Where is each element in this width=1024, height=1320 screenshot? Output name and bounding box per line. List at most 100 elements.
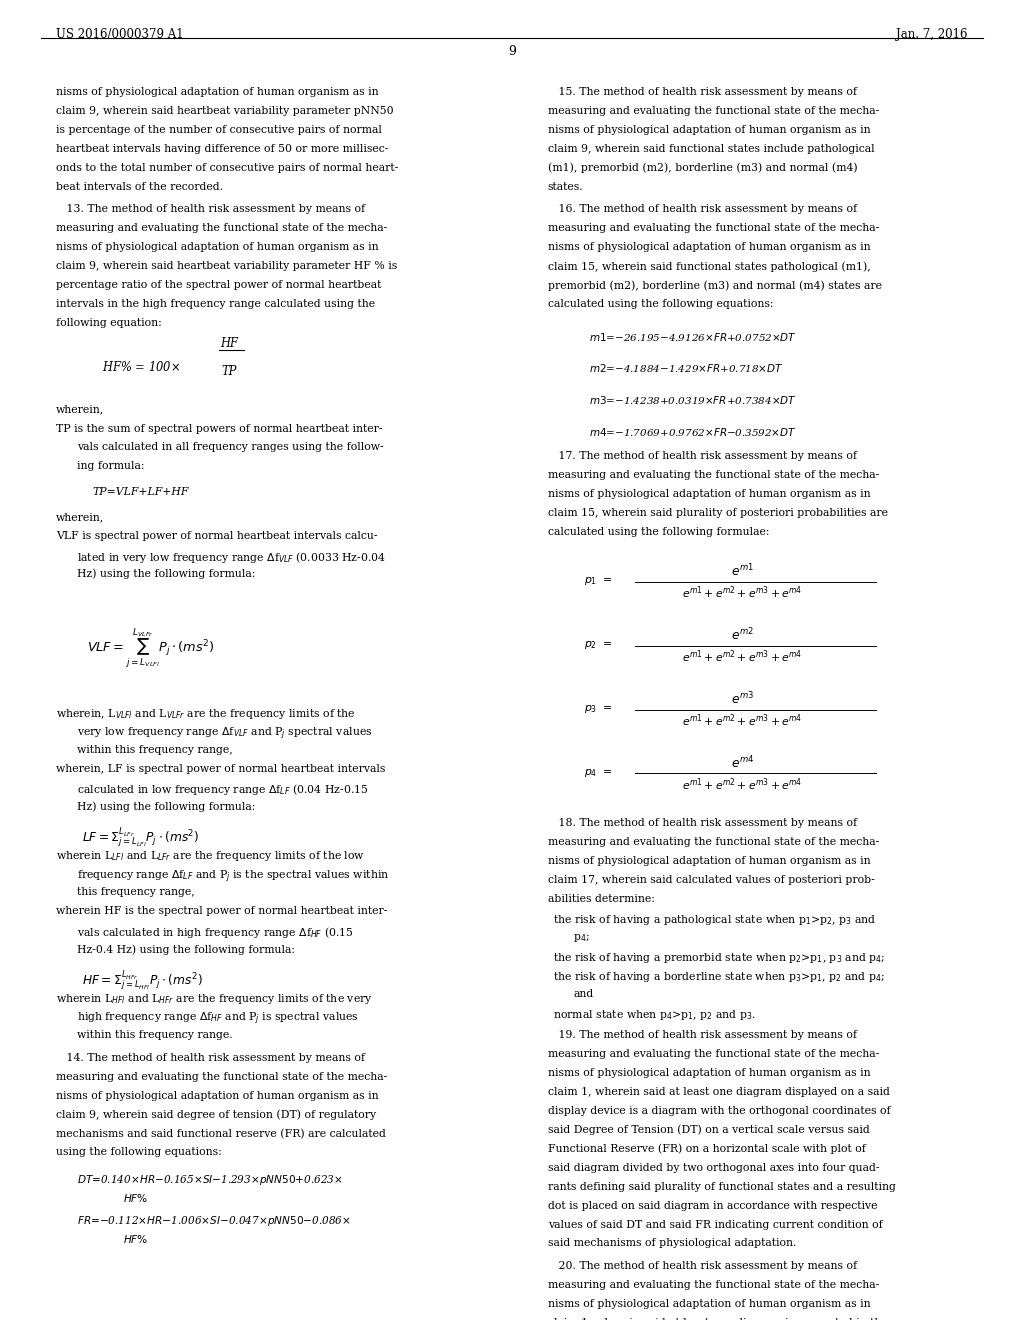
Text: claim 15, wherein said plurality of posteriori probabilities are: claim 15, wherein said plurality of post… bbox=[548, 508, 888, 517]
Text: premorbid (m2), borderline (m3) and normal (m4) states are: premorbid (m2), borderline (m3) and norm… bbox=[548, 280, 882, 290]
Text: measuring and evaluating the functional state of the mecha-: measuring and evaluating the functional … bbox=[548, 223, 879, 234]
Text: calculated using the following formulae:: calculated using the following formulae: bbox=[548, 527, 769, 537]
Text: nisms of physiological adaptation of human organism as in: nisms of physiological adaptation of hum… bbox=[548, 1068, 870, 1078]
Text: wherein L$_{HFl}$ and L$_{HFr}$ are the frequency limits of the very: wherein L$_{HFl}$ and L$_{HFr}$ are the … bbox=[56, 993, 373, 1006]
Text: calculated using the following equations:: calculated using the following equations… bbox=[548, 300, 773, 309]
Text: $e^{m1}+e^{m2}+e^{m3}+e^{m4}$: $e^{m1}+e^{m2}+e^{m3}+e^{m4}$ bbox=[682, 585, 803, 601]
Text: is percentage of the number of consecutive pairs of normal: is percentage of the number of consecuti… bbox=[56, 125, 382, 135]
Text: $e^{m1}+e^{m2}+e^{m3}+e^{m4}$: $e^{m1}+e^{m2}+e^{m3}+e^{m4}$ bbox=[682, 648, 803, 665]
Text: 19. The method of health risk assessment by means of: 19. The method of health risk assessment… bbox=[548, 1031, 857, 1040]
Text: the risk of having a pathological state when p$_1$>p$_2$, p$_3$ and: the risk of having a pathological state … bbox=[553, 913, 877, 927]
Text: lated in very low frequency range $\Delta$f$_{VLF}$ (0.0033 Hz-0.04: lated in very low frequency range $\Delt… bbox=[77, 550, 386, 565]
Text: vals calculated in high frequency range $\Delta$f$_{HF}$ (0.15: vals calculated in high frequency range … bbox=[77, 925, 353, 940]
Text: 14. The method of health risk assessment by means of: 14. The method of health risk assessment… bbox=[56, 1053, 366, 1063]
Text: said diagram divided by two orthogonal axes into four quad-: said diagram divided by two orthogonal a… bbox=[548, 1163, 880, 1172]
Text: states.: states. bbox=[548, 182, 584, 191]
Text: intervals in the high frequency range calculated using the: intervals in the high frequency range ca… bbox=[56, 300, 376, 309]
Text: wherein, LF is spectral power of normal heartbeat intervals: wherein, LF is spectral power of normal … bbox=[56, 763, 386, 774]
Text: frequency range $\Delta$f$_{LF}$ and P$_j$ is the spectral values within: frequency range $\Delta$f$_{LF}$ and P$_… bbox=[77, 869, 389, 884]
Text: nisms of physiological adaptation of human organism as in: nisms of physiological adaptation of hum… bbox=[548, 857, 870, 866]
Text: nisms of physiological adaptation of human organism as in: nisms of physiological adaptation of hum… bbox=[56, 87, 379, 96]
Text: display device is a diagram with the orthogonal coordinates of: display device is a diagram with the ort… bbox=[548, 1106, 891, 1115]
Text: HF% = 100$\times$: HF% = 100$\times$ bbox=[102, 360, 180, 374]
Text: TP: TP bbox=[221, 366, 237, 378]
Text: claim 1, wherein said at least one diagram displayed on a said: claim 1, wherein said at least one diagr… bbox=[548, 1088, 890, 1097]
Text: very low frequency range $\Delta$f$_{VLF}$ and P$_j$ spectral values: very low frequency range $\Delta$f$_{VLF… bbox=[77, 726, 373, 742]
Text: Hz) using the following formula:: Hz) using the following formula: bbox=[77, 569, 255, 579]
Text: 17. The method of health risk assessment by means of: 17. The method of health risk assessment… bbox=[548, 451, 857, 461]
Text: wherein, L$_{VLFl}$ and L$_{VLFr}$ are the frequency limits of the: wherein, L$_{VLFl}$ and L$_{VLFr}$ are t… bbox=[56, 706, 356, 721]
Text: claim 1, wherein said at least one diagram is presented in the: claim 1, wherein said at least one diagr… bbox=[548, 1319, 888, 1320]
Text: p$_4$;: p$_4$; bbox=[573, 932, 590, 944]
Text: 15. The method of health risk assessment by means of: 15. The method of health risk assessment… bbox=[548, 87, 857, 96]
Text: within this frequency range.: within this frequency range. bbox=[77, 1030, 232, 1040]
Text: Hz-0.4 Hz) using the following formula:: Hz-0.4 Hz) using the following formula: bbox=[77, 944, 295, 954]
Text: 9: 9 bbox=[508, 45, 516, 58]
Text: $LF=\Sigma_{j=L_{LFl}}^{L_{LFr}} P_j \cdot (ms^2)$: $LF=\Sigma_{j=L_{LFl}}^{L_{LFr}} P_j \cd… bbox=[82, 826, 200, 850]
Text: measuring and evaluating the functional state of the mecha-: measuring and evaluating the functional … bbox=[56, 223, 387, 234]
Text: US 2016/0000379 A1: US 2016/0000379 A1 bbox=[56, 28, 184, 41]
Text: nisms of physiological adaptation of human organism as in: nisms of physiological adaptation of hum… bbox=[548, 488, 870, 499]
Text: TP=VLF+LF+HF: TP=VLF+LF+HF bbox=[92, 487, 188, 496]
Text: $p_1$  =: $p_1$ = bbox=[584, 576, 612, 587]
Text: measuring and evaluating the functional state of the mecha-: measuring and evaluating the functional … bbox=[548, 1280, 879, 1290]
Text: claim 9, wherein said degree of tension (DT) of regulatory: claim 9, wherein said degree of tension … bbox=[56, 1110, 377, 1121]
Text: 16. The method of health risk assessment by means of: 16. The method of health risk assessment… bbox=[548, 205, 857, 214]
Text: VLF is spectral power of normal heartbeat intervals calcu-: VLF is spectral power of normal heartbea… bbox=[56, 531, 378, 541]
Text: wherein HF is the spectral power of normal heartbeat inter-: wherein HF is the spectral power of norm… bbox=[56, 907, 388, 916]
Text: onds to the total number of consecutive pairs of normal heart-: onds to the total number of consecutive … bbox=[56, 162, 398, 173]
Text: $HF\%$: $HF\%$ bbox=[123, 1233, 148, 1245]
Text: $e^{m1}$: $e^{m1}$ bbox=[731, 562, 754, 579]
Text: wherein,: wherein, bbox=[56, 405, 104, 414]
Text: $DT$=0.140$\times HR$−0.165$\times SI$−1.293$\times pNN50$+0.623$\times$: $DT$=0.140$\times HR$−0.165$\times SI$−1… bbox=[77, 1172, 343, 1187]
Text: $e^{m3}$: $e^{m3}$ bbox=[731, 690, 754, 708]
Text: $m1$=−26.195−4.9126$\times FR$+0.0752$\times DT$: $m1$=−26.195−4.9126$\times FR$+0.0752$\t… bbox=[589, 331, 797, 343]
Text: the risk of having a premorbid state when p$_2$>p$_1$, p$_3$ and p$_4$;: the risk of having a premorbid state whe… bbox=[553, 950, 885, 965]
Text: $m2$=−4.1884−1.429$\times FR$+0.718$\times DT$: $m2$=−4.1884−1.429$\times FR$+0.718$\tim… bbox=[589, 363, 783, 375]
Text: claim 9, wherein said heartbeat variability parameter pNN50: claim 9, wherein said heartbeat variabil… bbox=[56, 106, 394, 116]
Text: $m3$=−1.4238+0.0319$\times FR$+0.7384$\times DT$: $m3$=−1.4238+0.0319$\times FR$+0.7384$\t… bbox=[589, 395, 797, 407]
Text: said mechanisms of physiological adaptation.: said mechanisms of physiological adaptat… bbox=[548, 1238, 797, 1249]
Text: heartbeat intervals having difference of 50 or more millisec-: heartbeat intervals having difference of… bbox=[56, 144, 389, 153]
Text: beat intervals of the recorded.: beat intervals of the recorded. bbox=[56, 182, 223, 191]
Text: HF: HF bbox=[220, 337, 239, 350]
Text: within this frequency range,: within this frequency range, bbox=[77, 744, 232, 755]
Text: high frequency range $\Delta$f$_{HF}$ and P$_j$ is spectral values: high frequency range $\Delta$f$_{HF}$ an… bbox=[77, 1011, 358, 1027]
Text: $p_3$  =: $p_3$ = bbox=[584, 704, 612, 715]
Text: the risk of having a borderline state when p$_3$>p$_1$, p$_2$ and p$_4$;: the risk of having a borderline state wh… bbox=[553, 970, 885, 983]
Text: $m4$=−1.7069+0.9762$\times FR$−0.3592$\times DT$: $m4$=−1.7069+0.9762$\times FR$−0.3592$\t… bbox=[589, 426, 797, 438]
Text: nisms of physiological adaptation of human organism as in: nisms of physiological adaptation of hum… bbox=[548, 243, 870, 252]
Text: wherein,: wherein, bbox=[56, 512, 104, 523]
Text: claim 15, wherein said functional states pathological (m1),: claim 15, wherein said functional states… bbox=[548, 261, 870, 272]
Text: claim 17, wherein said calculated values of posteriori prob-: claim 17, wherein said calculated values… bbox=[548, 875, 874, 884]
Text: measuring and evaluating the functional state of the mecha-: measuring and evaluating the functional … bbox=[548, 1049, 879, 1059]
Text: wherein L$_{LFl}$ and L$_{LFr}$ are the frequency limits of the low: wherein L$_{LFl}$ and L$_{LFr}$ are the … bbox=[56, 850, 366, 863]
Text: $HF\%$: $HF\%$ bbox=[123, 1192, 148, 1204]
Text: following equation:: following equation: bbox=[56, 318, 162, 327]
Text: nisms of physiological adaptation of human organism as in: nisms of physiological adaptation of hum… bbox=[56, 243, 379, 252]
Text: measuring and evaluating the functional state of the mecha-: measuring and evaluating the functional … bbox=[56, 1072, 387, 1081]
Text: vals calculated in all frequency ranges using the follow-: vals calculated in all frequency ranges … bbox=[77, 442, 383, 453]
Text: Jan. 7, 2016: Jan. 7, 2016 bbox=[896, 28, 968, 41]
Text: claim 9, wherein said functional states include pathological: claim 9, wherein said functional states … bbox=[548, 144, 874, 153]
Text: normal state when p$_4$>p$_1$, p$_2$ and p$_3$.: normal state when p$_4$>p$_1$, p$_2$ and… bbox=[553, 1007, 756, 1022]
Text: 13. The method of health risk assessment by means of: 13. The method of health risk assessment… bbox=[56, 205, 366, 214]
Text: Functional Reserve (FR) on a horizontal scale with plot of: Functional Reserve (FR) on a horizontal … bbox=[548, 1144, 865, 1155]
Text: $e^{m4}$: $e^{m4}$ bbox=[731, 754, 754, 771]
Text: nisms of physiological adaptation of human organism as in: nisms of physiological adaptation of hum… bbox=[56, 1090, 379, 1101]
Text: measuring and evaluating the functional state of the mecha-: measuring and evaluating the functional … bbox=[548, 837, 879, 847]
Text: said Degree of Tension (DT) on a vertical scale versus said: said Degree of Tension (DT) on a vertica… bbox=[548, 1125, 869, 1135]
Text: claim 9, wherein said heartbeat variability parameter HF % is: claim 9, wherein said heartbeat variabil… bbox=[56, 261, 397, 271]
Text: $VLF = \sum_{j=L_{VLFl}}^{L_{VLFr}} P_j \cdot (ms^2)$: $VLF = \sum_{j=L_{VLFl}}^{L_{VLFr}} P_j … bbox=[87, 626, 215, 671]
Text: $e^{m2}$: $e^{m2}$ bbox=[731, 627, 754, 643]
Text: this frequency range,: this frequency range, bbox=[77, 887, 195, 898]
Text: $FR$=−0.112$\times HR$−1.006$\times SI$−0.047$\times pNN50$−0.086$\times$: $FR$=−0.112$\times HR$−1.006$\times SI$−… bbox=[77, 1214, 351, 1229]
Text: $p_2$  =: $p_2$ = bbox=[584, 639, 612, 651]
Text: mechanisms and said functional reserve (FR) are calculated: mechanisms and said functional reserve (… bbox=[56, 1129, 386, 1139]
Text: dot is placed on said diagram in accordance with respective: dot is placed on said diagram in accorda… bbox=[548, 1201, 878, 1210]
Text: TP is the sum of spectral powers of normal heartbeat inter-: TP is the sum of spectral powers of norm… bbox=[56, 424, 383, 433]
Text: values of said DT and said FR indicating current condition of: values of said DT and said FR indicating… bbox=[548, 1220, 883, 1229]
Text: nisms of physiological adaptation of human organism as in: nisms of physiological adaptation of hum… bbox=[548, 1299, 870, 1309]
Text: $HF=\Sigma_{j=L_{HFl}}^{L_{HFr}} P_j \cdot (ms^2)$: $HF=\Sigma_{j=L_{HFl}}^{L_{HFr}} P_j \cd… bbox=[82, 969, 203, 993]
Text: $p_4$  =: $p_4$ = bbox=[584, 767, 612, 779]
